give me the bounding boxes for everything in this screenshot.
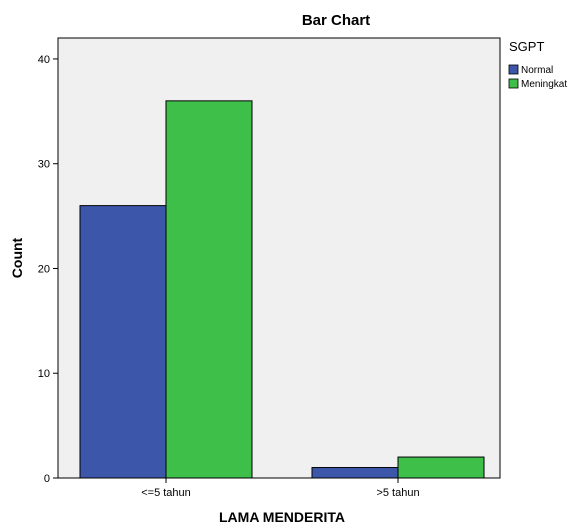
x-tick-label: <=5 tahun bbox=[141, 487, 191, 499]
legend: SGPT Normal Meningkat bbox=[508, 39, 567, 90]
y-tick-label: 0 bbox=[44, 473, 50, 485]
y-tick-label: 20 bbox=[38, 263, 50, 275]
legend-label-normal: Normal bbox=[521, 65, 553, 76]
y-tick-label: 40 bbox=[38, 54, 50, 66]
bar-normal-1 bbox=[311, 467, 399, 479]
chart-title: Bar Chart bbox=[302, 12, 370, 29]
legend-title: SGPT bbox=[509, 39, 544, 54]
legend-swatch-normal bbox=[508, 64, 519, 75]
bar-normal-0 bbox=[79, 205, 167, 479]
legend-label-meningkat: Meningkat bbox=[521, 79, 567, 90]
bar-meningkat-0 bbox=[165, 100, 253, 479]
y-tick-label: 30 bbox=[38, 159, 50, 171]
x-tick-label: >5 tahun bbox=[376, 487, 419, 499]
bars-layer bbox=[79, 100, 485, 479]
legend-swatch-meningkat bbox=[508, 78, 519, 89]
bar-meningkat-1 bbox=[397, 456, 485, 479]
y-axis-title: Count bbox=[9, 237, 25, 278]
y-tick-label: 10 bbox=[38, 368, 50, 380]
x-axis-title: LAMA MENDERITA bbox=[219, 509, 345, 525]
axes-layer: 0 10 20 30 40 <=5 tahun >5 tahun bbox=[38, 54, 420, 499]
